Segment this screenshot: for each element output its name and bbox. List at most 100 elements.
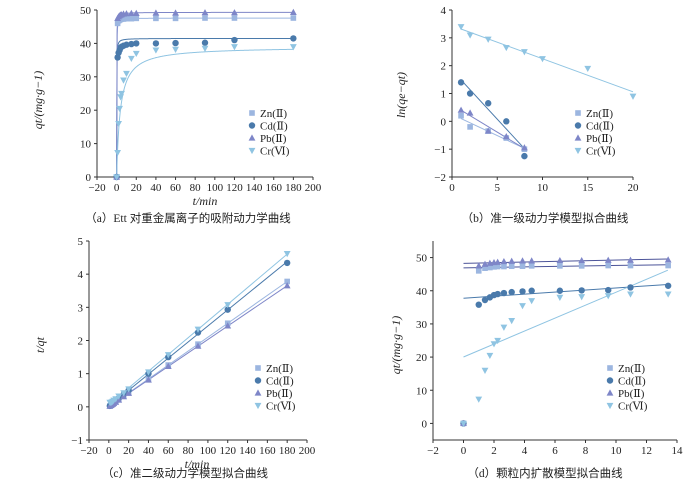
data-point <box>128 15 135 22</box>
x-tick-label: 10 <box>611 445 623 457</box>
legend-marker <box>254 377 262 384</box>
y-tick-label: 50 <box>416 253 428 265</box>
x-tick-label: 80 <box>190 182 202 194</box>
y-tick-label: 30 <box>416 319 428 331</box>
x-tick-label: −2 <box>427 445 439 457</box>
legend-marker <box>255 365 261 371</box>
data-point <box>627 291 634 298</box>
data-point <box>500 289 508 297</box>
legend-marker <box>606 377 614 384</box>
x-tick-label: 60 <box>163 445 175 457</box>
x-tick-label: 160 <box>265 182 282 194</box>
data-point <box>485 100 492 107</box>
data-point <box>519 303 526 310</box>
data-point <box>224 322 232 329</box>
data-point <box>118 90 125 98</box>
data-point <box>508 257 516 264</box>
y-tick-label: 50 <box>80 5 92 17</box>
legend-label: Cr(Ⅵ) <box>260 146 290 158</box>
data-point <box>556 287 564 294</box>
data-point <box>289 8 297 15</box>
data-point <box>145 376 152 383</box>
data-point <box>475 396 483 403</box>
legend-label: Cd(Ⅱ) <box>618 376 646 388</box>
legend-marker <box>248 122 256 129</box>
data-point <box>486 352 494 360</box>
y-tick-label: 20 <box>416 352 428 364</box>
x-axis-label: t/min <box>185 457 210 471</box>
data-point <box>120 16 127 22</box>
data-point <box>494 263 501 270</box>
x-tick-label: 0 <box>106 445 112 457</box>
data-point <box>224 306 231 313</box>
data-point <box>114 150 122 157</box>
data-point <box>578 263 585 269</box>
data-point <box>128 40 135 48</box>
data-point <box>466 32 474 39</box>
y-axis-label: qt/(mg·g−1) <box>31 71 45 129</box>
data-point <box>508 288 515 296</box>
fit-line <box>460 118 525 149</box>
data-point <box>584 65 592 73</box>
y-tick-label: 2 <box>441 61 447 73</box>
data-point <box>521 49 528 56</box>
data-point <box>145 369 152 376</box>
data-point <box>491 264 497 270</box>
data-point <box>152 40 160 47</box>
data-point <box>231 44 238 51</box>
fit-line <box>460 109 525 150</box>
panel-d: −2 0 2 4 6 8 10 12 14 0 10 20 30 40 50 qt/(mg·g−1) Zn(Ⅱ)… <box>389 241 683 480</box>
data-point <box>482 265 488 271</box>
data-point <box>172 15 179 22</box>
data-point <box>629 93 637 100</box>
x-tick-label: 140 <box>246 182 263 194</box>
series-2 <box>457 106 528 151</box>
series-3 <box>457 24 637 100</box>
data-point <box>115 120 122 128</box>
x-tick-label: 180 <box>279 445 296 457</box>
data-point <box>503 118 510 125</box>
data-point <box>519 263 526 270</box>
data-point <box>284 278 290 285</box>
data-point <box>466 90 474 97</box>
data-point <box>605 262 612 269</box>
legend-label: Cr(Ⅵ) <box>266 401 296 413</box>
legend-label: Cr(Ⅵ) <box>618 401 648 413</box>
y-tick-label: 2 <box>78 336 84 348</box>
data-point <box>194 342 202 349</box>
y-axis-label: qt/(mg·g−1) <box>389 316 403 374</box>
data-point <box>283 251 291 258</box>
data-point <box>194 326 202 333</box>
legend-marker <box>248 147 256 155</box>
data-point <box>172 46 179 54</box>
x-tick-label: 100 <box>200 445 217 457</box>
data-point <box>467 124 473 130</box>
legend-marker <box>607 365 613 371</box>
data-point <box>201 39 209 46</box>
series-2 <box>113 8 297 180</box>
data-point <box>484 36 492 43</box>
data-point <box>627 256 634 263</box>
data-point <box>120 77 127 84</box>
data-point <box>557 263 563 269</box>
legend-marker <box>254 402 262 410</box>
legend-marker <box>254 389 262 396</box>
panel-caption: （c）准二级动力学模型拟合曲线 <box>102 466 269 480</box>
x-axis-label: t/min <box>193 194 218 208</box>
y-tick-label: 40 <box>416 286 428 298</box>
data-point <box>224 302 232 309</box>
data-point <box>475 262 483 269</box>
x-tick-label: 40 <box>150 182 162 194</box>
data-point <box>521 144 528 151</box>
y-tick-label: 3 <box>78 302 84 314</box>
data-point <box>460 420 467 428</box>
data-point <box>664 282 672 289</box>
series-0 <box>458 112 528 152</box>
x-tick-label: 60 <box>170 182 182 194</box>
data-point <box>604 256 612 263</box>
series-2 <box>460 256 672 427</box>
legend-label: Zn(Ⅱ) <box>586 108 613 120</box>
data-point <box>123 41 130 48</box>
data-point <box>494 337 502 345</box>
data-point <box>481 367 489 374</box>
